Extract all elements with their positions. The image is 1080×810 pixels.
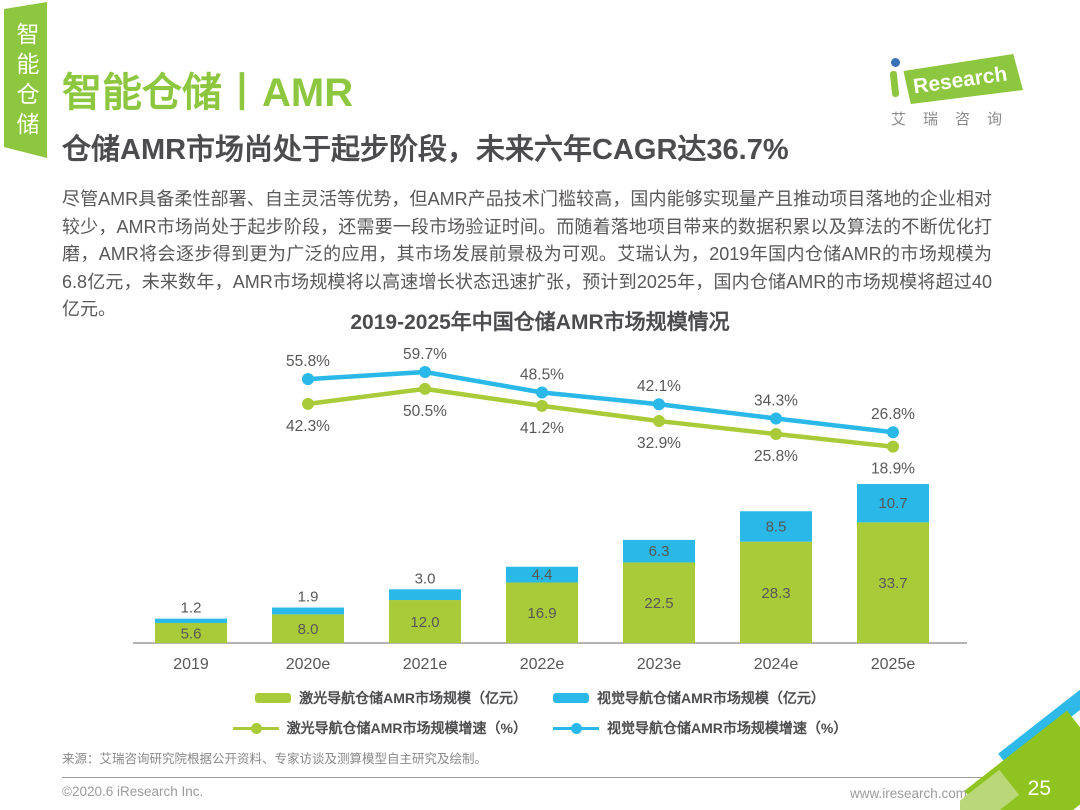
chart-legend: 激光导航仓储AMR市场规模（亿元） 视觉导航仓储AMR市场规模（亿元） 激光导航仓储… — [0, 688, 1080, 738]
svg-text:26.8%: 26.8% — [871, 406, 915, 423]
legend-line-swatch-icon — [232, 722, 279, 734]
svg-text:50.5%: 50.5% — [403, 403, 447, 420]
svg-text:34.3%: 34.3% — [754, 392, 798, 409]
svg-text:28.3: 28.3 — [761, 585, 790, 602]
legend-label: 视觉导航仓储AMR市场规模增速（%） — [607, 720, 848, 736]
legend-label: 激光导航仓储AMR市场规模（亿元） — [299, 690, 527, 706]
chapter-tab-label: 智能仓储 — [13, 22, 39, 142]
page-number: 25 — [1027, 777, 1051, 800]
legend-line-swatch-icon — [553, 722, 599, 734]
chapter-tab[interactable]: 智能仓储 — [4, 2, 47, 158]
svg-text:2021e: 2021e — [403, 656, 448, 673]
svg-text:1.2: 1.2 — [181, 600, 202, 617]
stacked-bar-line-chart: 5.6 1.2 2019 8.0 1.9 2020e 12.0 3.0 2021e 16.9 4.4… — [133, 346, 967, 673]
svg-text:59.7%: 59.7% — [403, 346, 447, 363]
logo-i-dot-icon — [891, 58, 900, 67]
chart-title: 2019-2025年中国仓储AMR市场规模情况 — [350, 311, 730, 334]
svg-text:2020e: 2020e — [286, 656, 331, 673]
svg-text:42.1%: 42.1% — [637, 378, 681, 395]
svg-text:8.5: 8.5 — [766, 518, 787, 535]
svg-text:33.7: 33.7 — [878, 575, 907, 592]
footer-divider — [62, 777, 988, 778]
svg-text:2024e: 2024e — [754, 656, 799, 673]
legend-bar-swatch-icon — [553, 693, 589, 703]
legend-item: 激光导航仓储AMR市场规模增速（%） — [232, 718, 527, 738]
copyright: ©2020.6 iResearch Inc. — [62, 784, 204, 799]
logo-brand-text: Research — [911, 62, 1009, 99]
svg-text:8.0: 8.0 — [298, 621, 319, 638]
svg-text:3.0: 3.0 — [415, 570, 436, 587]
svg-text:2023e: 2023e — [637, 656, 682, 673]
body-paragraph: 尽管AMR具备柔性部署、自主灵活等优势，但AMR产品技术门槛较高，国内能够实现量… — [62, 189, 992, 319]
legend-item: 激光导航仓储AMR市场规模（亿元） — [255, 688, 527, 708]
svg-text:1.9: 1.9 — [298, 589, 319, 606]
page-subtitle: 仓储AMR市场尚处于起步阶段，未来六年CAGR达36.7% — [62, 134, 789, 166]
logo-brand-cn: 艾瑞咨询 — [891, 111, 1020, 128]
svg-text:41.2%: 41.2% — [520, 420, 564, 437]
logo-banner: Research — [903, 54, 1023, 104]
svg-text:25.8%: 25.8% — [754, 448, 798, 465]
svg-text:42.3%: 42.3% — [286, 418, 330, 435]
svg-text:4.4: 4.4 — [532, 567, 553, 584]
source-note: 来源：艾瑞咨询研究院根据公开资料、专家访谈及测算模型自主研究及绘制。 — [62, 752, 488, 766]
svg-text:48.5%: 48.5% — [520, 366, 564, 383]
logo-i-stem-icon — [889, 70, 900, 98]
legend-label: 激光导航仓储AMR市场规模增速（%） — [286, 720, 527, 736]
legend-bar-swatch-icon — [255, 693, 292, 703]
svg-text:2025e: 2025e — [871, 656, 916, 673]
legend-item: 视觉导航仓储AMR市场规模（亿元） — [553, 688, 825, 708]
website-url[interactable]: www.iresearch.com.cn — [849, 786, 985, 801]
svg-text:10.7: 10.7 — [878, 495, 907, 512]
svg-text:55.8%: 55.8% — [286, 353, 330, 370]
svg-text:2019: 2019 — [173, 656, 209, 673]
svg-text:2022e: 2022e — [520, 656, 565, 673]
svg-text:6.3: 6.3 — [649, 543, 670, 560]
svg-text:12.0: 12.0 — [410, 614, 439, 631]
iresearch-logo: Research 艾瑞咨询 — [878, 50, 1030, 128]
svg-text:18.9%: 18.9% — [871, 461, 915, 478]
svg-text:32.9%: 32.9% — [637, 435, 681, 452]
svg-text:16.9: 16.9 — [527, 605, 556, 622]
legend-label: 视觉导航仓储AMR市场规模（亿元） — [597, 690, 825, 706]
svg-text:5.6: 5.6 — [181, 625, 202, 642]
legend-item: 视觉导航仓储AMR市场规模增速（%） — [553, 718, 847, 738]
page-title: 智能仓储丨AMR — [62, 71, 354, 115]
corner-decoration: 25 — [960, 690, 1080, 810]
svg-text:22.5: 22.5 — [644, 595, 673, 612]
